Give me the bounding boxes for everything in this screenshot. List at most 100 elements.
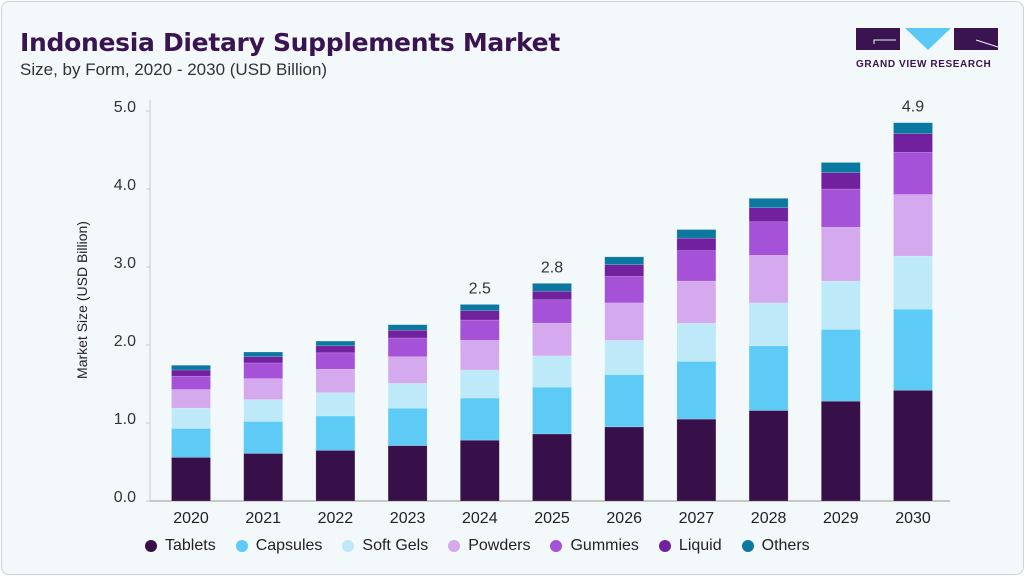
bar-segment-others-2023 xyxy=(387,324,428,331)
legend-marker-icon xyxy=(342,540,355,552)
bar-segment-soft-gels-2024 xyxy=(459,369,500,399)
bar-segment-powders-2027 xyxy=(676,280,717,324)
bar-segment-others-2021 xyxy=(243,351,283,357)
y-tick-label: 3.0 xyxy=(114,255,136,272)
legend-marker-icon xyxy=(741,540,754,552)
chart-subtitle: Size, by Form, 2020 - 2030 (USD Billion) xyxy=(20,60,328,79)
bar-segment-capsules-2023 xyxy=(387,407,428,446)
bar-segment-others-2027 xyxy=(676,229,717,239)
total-data-label: 2.5 xyxy=(469,280,491,297)
bar-segment-gummies-2021 xyxy=(243,362,283,379)
bar-segment-capsules-2021 xyxy=(243,421,283,454)
legend-marker-icon xyxy=(448,540,461,552)
bar-segment-tablets-2028 xyxy=(748,410,789,502)
bar-segment-gummies-2024 xyxy=(459,319,500,341)
bar-segment-gummies-2029 xyxy=(820,188,861,228)
bar-segment-gummies-2023 xyxy=(387,337,428,358)
x-tick-label: 2027 xyxy=(679,510,715,527)
x-tick-label: 2029 xyxy=(823,510,859,527)
x-tick-label: 2030 xyxy=(895,510,931,527)
total-data-label: 4.9 xyxy=(902,99,924,116)
legend-label: Tablets xyxy=(165,537,216,554)
legend-label: Capsules xyxy=(255,537,323,554)
bar-segment-capsules-2029 xyxy=(820,329,861,402)
bar-segment-powders-2028 xyxy=(748,255,789,304)
legend-item-others: Others xyxy=(741,537,810,555)
bar-segment-soft-gels-2030 xyxy=(893,255,933,310)
bar-segment-others-2022 xyxy=(315,340,356,347)
bar-segment-liquid-2026 xyxy=(604,264,645,277)
legend-item-soft-gels: Soft Gels xyxy=(342,537,428,555)
bar-segment-soft-gels-2021 xyxy=(243,399,283,422)
total-data-label: 2.8 xyxy=(541,259,563,276)
x-tick-label: 2021 xyxy=(245,510,281,527)
x-tick-label: 2020 xyxy=(173,510,209,527)
y-tick-label: 5.0 xyxy=(114,99,136,116)
y-tick-label: 4.0 xyxy=(114,177,136,194)
bar-segment-gummies-2020 xyxy=(171,375,211,390)
legend-marker-icon xyxy=(658,540,671,552)
bar-segment-capsules-2030 xyxy=(893,308,933,391)
bar-segment-tablets-2022 xyxy=(315,449,356,502)
bar-segment-others-2024 xyxy=(459,304,500,311)
bar-segment-tablets-2020 xyxy=(171,457,211,502)
legend-marker-icon xyxy=(550,540,563,552)
legend-item-tablets: Tablets xyxy=(145,537,216,555)
legend-label: Powders xyxy=(468,537,531,554)
bar-segment-liquid-2024 xyxy=(459,310,500,321)
logo-text: GRAND VIEW RESEARCH xyxy=(856,59,992,70)
bar-segment-gummies-2028 xyxy=(748,221,789,256)
bar-segment-liquid-2021 xyxy=(243,356,283,364)
bar-segment-others-2028 xyxy=(748,198,789,209)
bar-segment-powders-2029 xyxy=(820,226,861,282)
bar-segment-powders-2026 xyxy=(604,302,645,341)
bar-segment-soft-gels-2027 xyxy=(676,322,717,362)
bar-segment-liquid-2020 xyxy=(171,369,211,377)
y-tick-label: 1.0 xyxy=(114,411,136,428)
bar-segment-others-2029 xyxy=(820,162,861,173)
y-axis-label: Market Size (USD Billion) xyxy=(74,221,90,379)
bar-segment-tablets-2023 xyxy=(387,445,428,502)
bar-segment-capsules-2028 xyxy=(748,345,789,411)
bar-segment-liquid-2028 xyxy=(748,207,789,223)
bar-segment-soft-gels-2020 xyxy=(171,407,211,429)
bar-segment-powders-2022 xyxy=(315,368,356,393)
bar-segment-soft-gels-2022 xyxy=(315,392,356,417)
bar-segment-tablets-2021 xyxy=(243,453,283,502)
bar-segment-others-2026 xyxy=(604,256,645,265)
bar-segment-powders-2024 xyxy=(459,340,500,371)
x-tick-label: 2028 xyxy=(751,510,787,527)
bar-segment-soft-gels-2028 xyxy=(748,302,789,347)
bar-segment-capsules-2022 xyxy=(315,415,356,451)
bar-segment-liquid-2022 xyxy=(315,345,356,354)
bar-segment-liquid-2029 xyxy=(820,172,861,190)
legend-item-gummies: Gummies xyxy=(550,537,639,555)
bar-segment-others-2030 xyxy=(893,122,933,134)
bar-segment-soft-gels-2026 xyxy=(604,340,645,375)
bar-segment-gummies-2030 xyxy=(893,152,933,195)
bar-segment-gummies-2025 xyxy=(532,299,572,324)
bar-segment-tablets-2027 xyxy=(676,418,717,502)
x-tick-label: 2023 xyxy=(390,510,426,527)
bar-segment-soft-gels-2025 xyxy=(532,355,572,388)
bar-segment-liquid-2030 xyxy=(893,133,933,153)
x-tick-label: 2026 xyxy=(606,510,642,527)
legend-item-capsules: Capsules xyxy=(235,537,323,555)
legend-label: Soft Gels xyxy=(362,537,429,554)
legend-label: Others xyxy=(761,537,810,554)
y-tick-label: 0.0 xyxy=(114,489,136,506)
bar-segment-soft-gels-2029 xyxy=(820,280,861,330)
legend-label: Gummies xyxy=(570,537,639,554)
legend-item-liquid: Liquid xyxy=(658,537,722,555)
legend: Tablets Capsules Soft Gels Powders Gummies Li… xyxy=(145,537,830,555)
bar-segment-tablets-2024 xyxy=(459,439,500,502)
bar-segment-gummies-2027 xyxy=(676,250,717,282)
legend-marker-icon xyxy=(235,540,248,552)
bar-segment-capsules-2025 xyxy=(532,386,572,435)
bar-segment-liquid-2023 xyxy=(387,329,428,339)
bar-segment-gummies-2022 xyxy=(315,352,356,370)
bar-segment-powders-2021 xyxy=(243,378,283,400)
bar-segment-tablets-2026 xyxy=(604,426,645,502)
legend-label: Liquid xyxy=(678,537,722,554)
bar-segment-others-2020 xyxy=(171,364,211,371)
